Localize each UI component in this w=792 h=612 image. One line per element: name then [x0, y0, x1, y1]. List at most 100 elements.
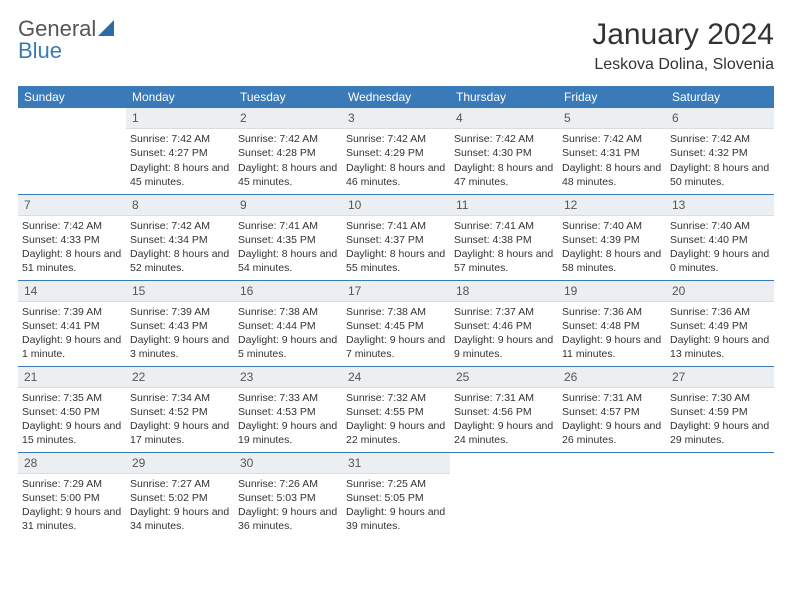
daylight-text: Daylight: 9 hours and 5 minutes. — [238, 333, 338, 361]
day-number: 29 — [126, 453, 234, 474]
day-detail: Sunrise: 7:29 AMSunset: 5:00 PMDaylight:… — [18, 477, 126, 538]
sunrise-text: Sunrise: 7:41 AM — [238, 219, 338, 233]
day-number: 7 — [18, 195, 126, 216]
day-detail: Sunrise: 7:26 AMSunset: 5:03 PMDaylight:… — [234, 477, 342, 538]
calendar-cell — [558, 452, 666, 538]
day-detail: Sunrise: 7:34 AMSunset: 4:52 PMDaylight:… — [126, 391, 234, 452]
day-number: 15 — [126, 281, 234, 302]
day-detail: Sunrise: 7:42 AMSunset: 4:32 PMDaylight:… — [666, 132, 774, 193]
calendar-cell: 27 Sunrise: 7:30 AMSunset: 4:59 PMDayligh… — [666, 366, 774, 452]
sunset-text: Sunset: 5:00 PM — [22, 491, 122, 505]
daylight-text: Daylight: 9 hours and 7 minutes. — [346, 333, 446, 361]
day-detail: Sunrise: 7:42 AMSunset: 4:27 PMDaylight:… — [126, 132, 234, 193]
daylight-text: Daylight: 9 hours and 15 minutes. — [22, 419, 122, 447]
day-detail: Sunrise: 7:31 AMSunset: 4:56 PMDaylight:… — [450, 391, 558, 452]
day-header: Tuesday — [234, 86, 342, 108]
daylight-text: Daylight: 9 hours and 13 minutes. — [670, 333, 770, 361]
sunrise-text: Sunrise: 7:29 AM — [22, 477, 122, 491]
day-detail: Sunrise: 7:42 AMSunset: 4:33 PMDaylight:… — [18, 219, 126, 280]
day-number: 9 — [234, 195, 342, 216]
sunrise-text: Sunrise: 7:35 AM — [22, 391, 122, 405]
day-number: 20 — [666, 281, 774, 302]
day-number: 24 — [342, 367, 450, 388]
daylight-text: Daylight: 9 hours and 34 minutes. — [130, 505, 230, 533]
day-detail: Sunrise: 7:30 AMSunset: 4:59 PMDaylight:… — [666, 391, 774, 452]
sunset-text: Sunset: 4:31 PM — [562, 146, 662, 160]
day-number: 27 — [666, 367, 774, 388]
sunset-text: Sunset: 4:49 PM — [670, 319, 770, 333]
calendar-cell: 12Sunrise: 7:40 AMSunset: 4:39 PMDayligh… — [558, 194, 666, 280]
sunrise-text: Sunrise: 7:41 AM — [346, 219, 446, 233]
day-detail: Sunrise: 7:31 AMSunset: 4:57 PMDaylight:… — [558, 391, 666, 452]
sunrise-text: Sunrise: 7:26 AM — [238, 477, 338, 491]
day-number: 11 — [450, 195, 558, 216]
day-number: 8 — [126, 195, 234, 216]
sunrise-text: Sunrise: 7:42 AM — [454, 132, 554, 146]
day-header: Monday — [126, 86, 234, 108]
calendar-cell: 5Sunrise: 7:42 AMSunset: 4:31 PMDaylight… — [558, 108, 666, 194]
day-detail: Sunrise: 7:42 AMSunset: 4:34 PMDaylight:… — [126, 219, 234, 280]
day-header: Saturday — [666, 86, 774, 108]
daylight-text: Daylight: 9 hours and 1 minute. — [22, 333, 122, 361]
calendar-row: 21Sunrise: 7:35 AMSunset: 4:50 PMDayligh… — [18, 366, 774, 452]
day-number: 12 — [558, 195, 666, 216]
daylight-text: Daylight: 8 hours and 54 minutes. — [238, 247, 338, 275]
daylight-text: Daylight: 9 hours and 3 minutes. — [130, 333, 230, 361]
day-number: 19 — [558, 281, 666, 302]
day-number: 22 — [126, 367, 234, 388]
sunset-text: Sunset: 4:40 PM — [670, 233, 770, 247]
daylight-text: Daylight: 8 hours and 50 minutes. — [670, 161, 770, 189]
day-detail: Sunrise: 7:40 AMSunset: 4:40 PMDaylight:… — [666, 219, 774, 280]
day-detail: Sunrise: 7:41 AMSunset: 4:37 PMDaylight:… — [342, 219, 450, 280]
sunrise-text: Sunrise: 7:33 AM — [238, 391, 338, 405]
calendar-cell — [666, 452, 774, 538]
day-header: Sunday — [18, 86, 126, 108]
day-header: Wednesday — [342, 86, 450, 108]
sunset-text: Sunset: 4:32 PM — [670, 146, 770, 160]
calendar-cell: 6Sunrise: 7:42 AMSunset: 4:32 PMDaylight… — [666, 108, 774, 194]
daylight-text: Daylight: 9 hours and 26 minutes. — [562, 419, 662, 447]
calendar-cell: 3Sunrise: 7:42 AMSunset: 4:29 PMDaylight… — [342, 108, 450, 194]
calendar-cell: 18Sunrise: 7:37 AMSunset: 4:46 PMDayligh… — [450, 280, 558, 366]
daylight-text: Daylight: 8 hours and 52 minutes. — [130, 247, 230, 275]
calendar-cell: 22 Sunrise: 7:34 AMSunset: 4:52 PMDayligh… — [126, 366, 234, 452]
sunset-text: Sunset: 4:27 PM — [130, 146, 230, 160]
daylight-text: Daylight: 9 hours and 39 minutes. — [346, 505, 446, 533]
calendar-cell: 11 Sunrise: 7:41 AMSunset: 4:38 PMDayligh… — [450, 194, 558, 280]
calendar-cell: 13Sunrise: 7:40 AMSunset: 4:40 PMDayligh… — [666, 194, 774, 280]
sunset-text: Sunset: 4:43 PM — [130, 319, 230, 333]
day-detail: Sunrise: 7:27 AMSunset: 5:02 PMDaylight:… — [126, 477, 234, 538]
sunset-text: Sunset: 4:41 PM — [22, 319, 122, 333]
daylight-text: Daylight: 8 hours and 45 minutes. — [238, 161, 338, 189]
day-number: 2 — [234, 108, 342, 129]
day-number: 28 — [18, 453, 126, 474]
day-number: 5 — [558, 108, 666, 129]
sunrise-text: Sunrise: 7:39 AM — [22, 305, 122, 319]
calendar-cell: 24Sunrise: 7:32 AMSunset: 4:55 PMDayligh… — [342, 366, 450, 452]
daylight-text: Daylight: 8 hours and 46 minutes. — [346, 161, 446, 189]
sunset-text: Sunset: 4:57 PM — [562, 405, 662, 419]
calendar-row: 1Sunrise: 7:42 AMSunset: 4:27 PMDaylight… — [18, 108, 774, 194]
daylight-text: Daylight: 8 hours and 58 minutes. — [562, 247, 662, 275]
sunset-text: Sunset: 4:59 PM — [670, 405, 770, 419]
sunrise-text: Sunrise: 7:41 AM — [454, 219, 554, 233]
daylight-text: Daylight: 9 hours and 19 minutes. — [238, 419, 338, 447]
sunrise-text: Sunrise: 7:31 AM — [562, 391, 662, 405]
sunset-text: Sunset: 4:45 PM — [346, 319, 446, 333]
calendar-cell: 30Sunrise: 7:26 AMSunset: 5:03 PMDayligh… — [234, 452, 342, 538]
day-detail: Sunrise: 7:36 AMSunset: 4:49 PMDaylight:… — [666, 305, 774, 366]
day-detail: Sunrise: 7:41 AMSunset: 4:38 PMDaylight:… — [450, 219, 558, 280]
day-number: 10 — [342, 195, 450, 216]
sunrise-text: Sunrise: 7:42 AM — [346, 132, 446, 146]
day-detail: Sunrise: 7:25 AMSunset: 5:05 PMDaylight:… — [342, 477, 450, 538]
day-detail: Sunrise: 7:39 AMSunset: 4:43 PMDaylight:… — [126, 305, 234, 366]
calendar-cell: 4Sunrise: 7:42 AMSunset: 4:30 PMDaylight… — [450, 108, 558, 194]
day-number: 18 — [450, 281, 558, 302]
sunset-text: Sunset: 5:05 PM — [346, 491, 446, 505]
sunrise-text: Sunrise: 7:39 AM — [130, 305, 230, 319]
calendar-cell: 16Sunrise: 7:38 AMSunset: 4:44 PMDayligh… — [234, 280, 342, 366]
day-number: 25 — [450, 367, 558, 388]
day-header: Thursday — [450, 86, 558, 108]
day-detail: Sunrise: 7:38 AMSunset: 4:45 PMDaylight:… — [342, 305, 450, 366]
daylight-text: Daylight: 9 hours and 17 minutes. — [130, 419, 230, 447]
